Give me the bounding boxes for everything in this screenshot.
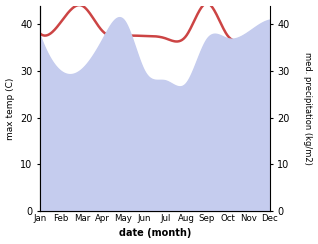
Y-axis label: max temp (C): max temp (C) [5, 77, 15, 140]
Y-axis label: med. precipitation (kg/m2): med. precipitation (kg/m2) [303, 52, 313, 165]
X-axis label: date (month): date (month) [119, 228, 191, 238]
